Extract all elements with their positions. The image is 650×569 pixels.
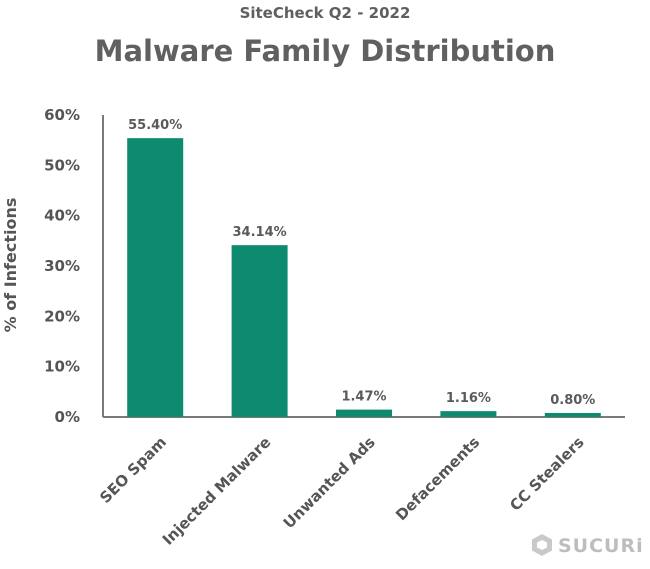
brand-logo: SUCURi	[532, 534, 644, 557]
bar-value-label: 0.80%	[550, 393, 595, 408]
data-labels: 55.40% 34.14% 1.47% 1.16% 0.80%	[128, 118, 595, 408]
x-tick-label: Unwanted Ads	[280, 433, 379, 532]
sucuri-logo-icon	[532, 534, 552, 556]
bar-value-label: 1.16%	[446, 391, 491, 406]
bar	[127, 138, 184, 418]
x-tick-label: SEO Spam	[96, 433, 170, 507]
y-tick-label: 20%	[44, 307, 80, 325]
y-tick-label: 0%	[55, 408, 80, 426]
y-tick-label: 50%	[44, 156, 80, 174]
bar	[440, 411, 497, 417]
chart-title: Malware Family Distribution	[95, 34, 556, 68]
x-tick-label: Defacements	[392, 433, 483, 524]
y-axis: 0% 10% 20% 30% 40% 50% 60%	[44, 106, 104, 426]
y-tick-label: 40%	[44, 207, 80, 225]
brand-name: SUCURi	[558, 535, 644, 557]
bar	[231, 245, 288, 417]
bar-series	[127, 138, 601, 418]
bar-value-label: 55.40%	[128, 118, 182, 133]
bar	[544, 412, 601, 417]
y-tick-label: 10%	[44, 358, 80, 376]
y-tick-label: 30%	[44, 257, 80, 275]
x-tick-label: CC Stealers	[506, 433, 587, 514]
bar-value-label: 1.47%	[341, 390, 386, 405]
x-tick-label: Injected Malware	[159, 433, 275, 549]
chart-subtitle: SiteCheck Q2 - 2022	[240, 4, 411, 22]
bar-value-label: 34.14%	[233, 225, 287, 240]
y-axis-title: % of Infections	[1, 198, 20, 333]
y-tick-label: 60%	[44, 106, 80, 124]
bar	[336, 409, 392, 417]
